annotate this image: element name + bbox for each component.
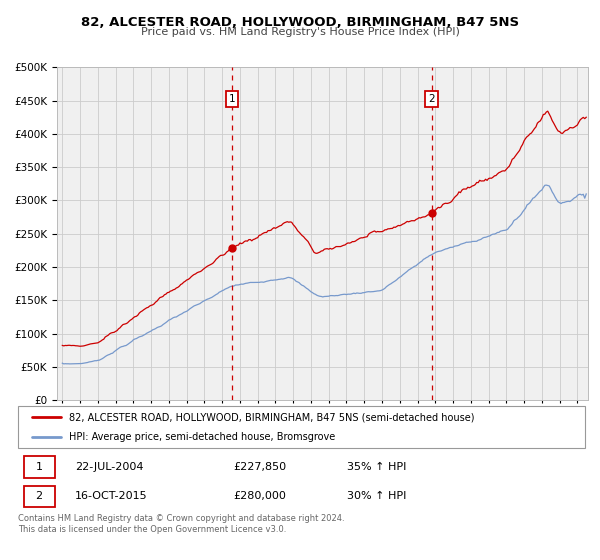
- Text: 2: 2: [35, 491, 43, 501]
- FancyBboxPatch shape: [23, 486, 55, 507]
- Text: 22-JUL-2004: 22-JUL-2004: [75, 462, 143, 472]
- Text: 2: 2: [428, 94, 435, 104]
- Text: 30% ↑ HPI: 30% ↑ HPI: [347, 491, 406, 501]
- Text: 1: 1: [35, 462, 43, 472]
- Text: 1: 1: [229, 94, 235, 104]
- FancyBboxPatch shape: [18, 406, 585, 448]
- Text: This data is licensed under the Open Government Licence v3.0.: This data is licensed under the Open Gov…: [18, 525, 286, 534]
- Text: HPI: Average price, semi-detached house, Bromsgrove: HPI: Average price, semi-detached house,…: [69, 432, 335, 442]
- Text: 16-OCT-2015: 16-OCT-2015: [75, 491, 148, 501]
- Text: Price paid vs. HM Land Registry's House Price Index (HPI): Price paid vs. HM Land Registry's House …: [140, 27, 460, 38]
- Text: £280,000: £280,000: [233, 491, 286, 501]
- FancyBboxPatch shape: [23, 456, 55, 478]
- Text: 35% ↑ HPI: 35% ↑ HPI: [347, 462, 406, 472]
- Text: 82, ALCESTER ROAD, HOLLYWOOD, BIRMINGHAM, B47 5NS (semi-detached house): 82, ALCESTER ROAD, HOLLYWOOD, BIRMINGHAM…: [69, 412, 475, 422]
- Text: 82, ALCESTER ROAD, HOLLYWOOD, BIRMINGHAM, B47 5NS: 82, ALCESTER ROAD, HOLLYWOOD, BIRMINGHAM…: [81, 16, 519, 29]
- Text: £227,850: £227,850: [233, 462, 287, 472]
- Text: Contains HM Land Registry data © Crown copyright and database right 2024.: Contains HM Land Registry data © Crown c…: [18, 514, 344, 523]
